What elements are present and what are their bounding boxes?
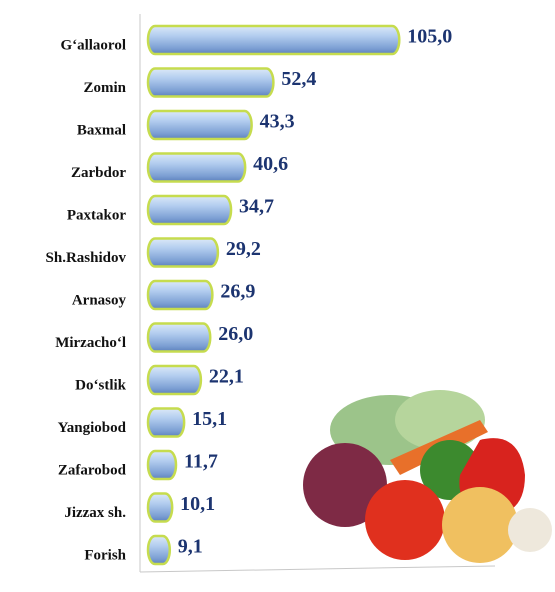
y-tick-label: Paxtakor: [67, 207, 127, 223]
y-tick-label: Arnasoy: [72, 292, 127, 308]
data-label: 11,7: [184, 451, 218, 473]
y-tick-label: Zafarobod: [58, 462, 127, 478]
data-label: 40,6: [253, 153, 288, 175]
bar: [146, 24, 401, 56]
bar: [146, 492, 174, 523]
y-tick-label: Yangiobod: [58, 420, 127, 436]
bar: [146, 364, 203, 396]
data-label: 29,2: [226, 238, 261, 260]
y-tick-label: Jizzax sh.: [64, 505, 126, 521]
y-tick-label: Zomin: [83, 80, 126, 96]
y-tick-label: Baxmal: [77, 122, 126, 138]
data-label: 26,9: [220, 281, 255, 303]
vegetables-image: [303, 390, 552, 563]
bar: [146, 279, 214, 311]
bar: [146, 67, 275, 98]
data-label: 34,7: [239, 196, 274, 218]
data-label: 9,1: [178, 536, 203, 558]
x-axis-line: [139, 565, 496, 573]
y-tick-label: Sh.Rashidov: [46, 250, 127, 266]
bar: [146, 109, 253, 141]
bar: [146, 194, 233, 226]
data-label: 22,1: [209, 366, 244, 388]
bar: [146, 152, 247, 183]
y-tick-label: Zarbdor: [71, 165, 126, 181]
data-label: 15,1: [192, 408, 227, 430]
y-tick-label: G‘allaorol: [60, 37, 126, 53]
axes: [139, 14, 496, 573]
bar: [146, 322, 212, 353]
data-label: 10,1: [180, 493, 215, 515]
y-tick-label: Mirzacho‘l: [55, 335, 126, 351]
y-tick-label: Do‘stlik: [75, 377, 126, 393]
data-label: 52,4: [281, 68, 316, 90]
data-label: 26,0: [218, 323, 253, 345]
data-label: 105,0: [407, 26, 452, 48]
bar: [146, 534, 172, 566]
bar: [146, 449, 178, 481]
data-label: 43,3: [260, 111, 295, 133]
y-tick-label: Forish: [84, 547, 126, 563]
bar: [146, 407, 186, 438]
bar: [146, 237, 220, 268]
